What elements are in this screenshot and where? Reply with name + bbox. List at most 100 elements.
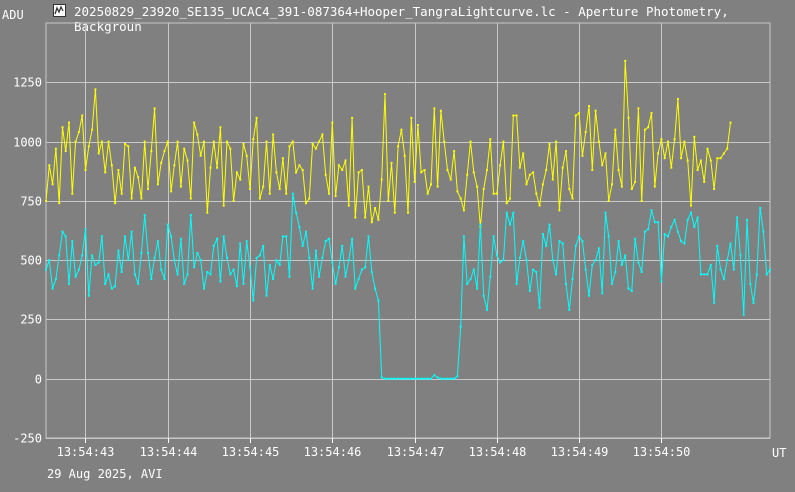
series-0-point (364, 216, 367, 219)
series-1-point (64, 235, 67, 238)
series-1-point (624, 254, 627, 257)
series-1-point (71, 240, 74, 243)
series-0-point (308, 197, 311, 200)
series-1-point (397, 377, 400, 380)
series-1-point (446, 377, 449, 380)
series-1-point (423, 377, 426, 380)
series-1-point (45, 268, 47, 271)
series-1-point (601, 292, 604, 295)
series-1-point (416, 377, 419, 380)
series-1-point (206, 271, 209, 273)
series-1-point (331, 261, 334, 264)
series-0-point (722, 152, 725, 155)
series-1-point (196, 252, 199, 254)
series-1-point (443, 377, 446, 380)
series-1-point (690, 211, 692, 214)
series-1-point (321, 256, 324, 259)
series-0-point (150, 150, 153, 153)
series-1-point (193, 266, 196, 269)
series-0-point (545, 169, 548, 171)
series-1-point (354, 287, 357, 290)
series-0-point (443, 140, 446, 143)
series-1-point (94, 263, 97, 266)
series-1-point (532, 268, 535, 271)
series-1-point (393, 377, 396, 380)
series-1-point (732, 268, 735, 271)
series-1-point (486, 308, 488, 311)
series-0-point (203, 140, 205, 143)
series-1-point (347, 259, 350, 262)
series-1-point (746, 218, 748, 221)
series-0-point (624, 59, 627, 62)
series-1-point (703, 273, 706, 276)
series-1-point (489, 275, 492, 278)
series-0-point (446, 169, 449, 171)
series-0-point (676, 97, 679, 100)
series-0-point (288, 145, 291, 148)
series-0-point (384, 93, 386, 96)
series-0-point (439, 109, 442, 112)
series-1-point (114, 285, 117, 288)
lightcurve-app-icon[interactable] (53, 4, 66, 17)
series-0-point (81, 114, 84, 117)
series-0-point (482, 188, 485, 190)
series-1-point (693, 225, 696, 228)
series-1-point (179, 237, 182, 240)
series-1-point (565, 282, 567, 285)
series-1-point (436, 376, 439, 379)
series-1-point (696, 216, 699, 219)
series-1-point (505, 211, 508, 214)
series-0-point (170, 190, 173, 193)
series-1-point (281, 235, 284, 238)
y-tick-label: 500 (20, 254, 42, 268)
series-0-point (133, 166, 136, 169)
series-0-point (433, 107, 436, 110)
series-0-point (298, 164, 301, 167)
series-1-point (81, 254, 84, 257)
series-0-point (143, 140, 146, 143)
series-0-point (716, 157, 719, 160)
series-1-point (54, 278, 57, 281)
series-0-point (324, 173, 327, 176)
series-1-point (163, 278, 166, 281)
series-0-point (258, 197, 261, 200)
series-1-point (617, 240, 620, 243)
series-1-point (166, 223, 169, 226)
series-0-point (541, 183, 544, 186)
series-0-point (410, 116, 413, 119)
series-0-point (380, 178, 383, 181)
series-1-point (153, 256, 156, 259)
series-1-point (535, 271, 538, 273)
series-0-point (690, 204, 692, 207)
series-0-point (160, 161, 163, 164)
series-0-point (176, 140, 179, 143)
series-0-point (114, 202, 117, 205)
series-1-point (242, 282, 245, 285)
series-0-point (91, 128, 94, 131)
series-1-point (686, 218, 689, 221)
series-0-point (45, 199, 47, 202)
series-0-point (709, 159, 712, 162)
series-0-point (453, 150, 456, 153)
series-1-point (176, 273, 179, 276)
series-0-point (436, 185, 439, 188)
series-0-point (630, 188, 633, 190)
x-tick-label: 13:54:50 (633, 445, 691, 459)
series-1-point (430, 377, 432, 380)
series-0-point (229, 147, 232, 150)
series-0-point (459, 197, 462, 200)
series-0-point (706, 147, 709, 150)
series-0-point (729, 121, 732, 124)
series-0-point (423, 169, 426, 171)
series-1-point (137, 282, 140, 285)
series-0-point (420, 171, 423, 174)
series-1-point (482, 294, 485, 297)
series-1-point (699, 273, 702, 276)
series-0-point (275, 171, 278, 174)
series-0-point (58, 202, 61, 205)
series-0-point (522, 152, 525, 155)
series-1-point (594, 259, 597, 262)
series-0-point (397, 145, 400, 148)
series-1-point (295, 211, 298, 214)
series-0-point (597, 140, 600, 143)
